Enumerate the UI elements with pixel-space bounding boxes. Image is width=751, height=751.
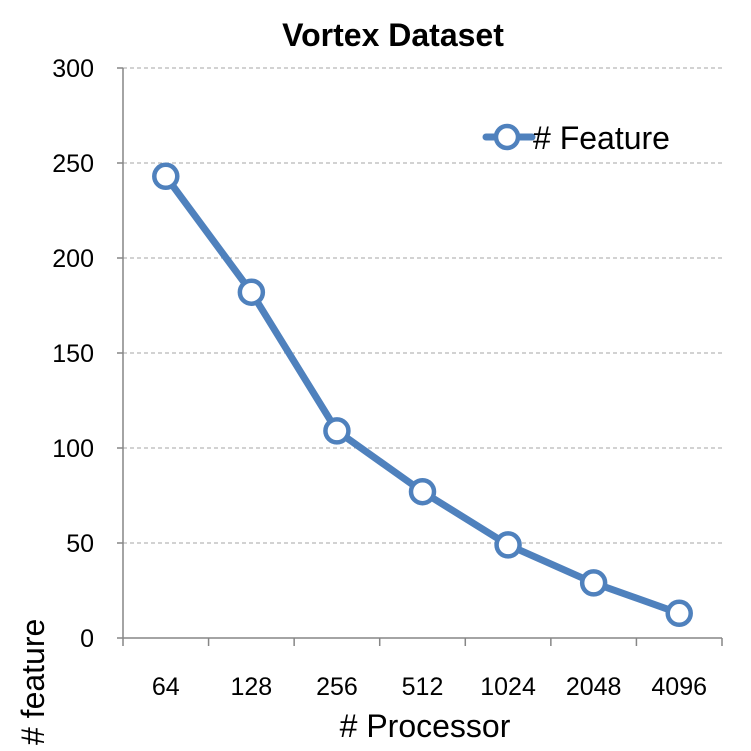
data-point <box>579 569 608 597</box>
chart-title: Vortex Dataset <box>282 17 504 53</box>
y-tick-label: 50 <box>66 530 94 558</box>
data-point <box>665 599 693 628</box>
y-tick-label: 0 <box>80 625 94 653</box>
y-tick-label: 100 <box>52 435 94 463</box>
legend-label: # Feature <box>533 120 670 156</box>
y-tick-label: 150 <box>52 340 94 368</box>
y-tick-labels: 0 50 100 150 200 250 300 <box>52 55 94 653</box>
x-tick-label: 128 <box>230 673 272 701</box>
x-axis-label: # Processor <box>340 708 511 744</box>
legend: # Feature <box>482 120 670 156</box>
x-tick-labels: 64 128 256 512 1024 2048 4096 <box>152 673 707 701</box>
x-tick-label: 256 <box>316 673 358 701</box>
x-tick-label: 4096 <box>651 673 707 701</box>
data-point <box>323 417 351 445</box>
series-line <box>162 172 683 617</box>
x-tick-label: 2048 <box>566 673 622 701</box>
axes <box>117 67 723 646</box>
data-point <box>494 531 522 559</box>
series-layer <box>152 162 693 628</box>
y-axis-label: # feature <box>15 619 51 745</box>
data-point <box>237 278 266 306</box>
y-tick-label: 200 <box>52 245 94 273</box>
data-point <box>152 162 180 191</box>
legend-marker-icon <box>493 123 521 151</box>
x-tick-label: 512 <box>402 673 444 701</box>
data-point <box>408 477 437 506</box>
y-tick-label: 300 <box>52 55 94 83</box>
x-tick-label: 1024 <box>480 673 536 701</box>
y-tick-label: 250 <box>52 150 94 178</box>
x-tick-label: 64 <box>152 673 180 701</box>
